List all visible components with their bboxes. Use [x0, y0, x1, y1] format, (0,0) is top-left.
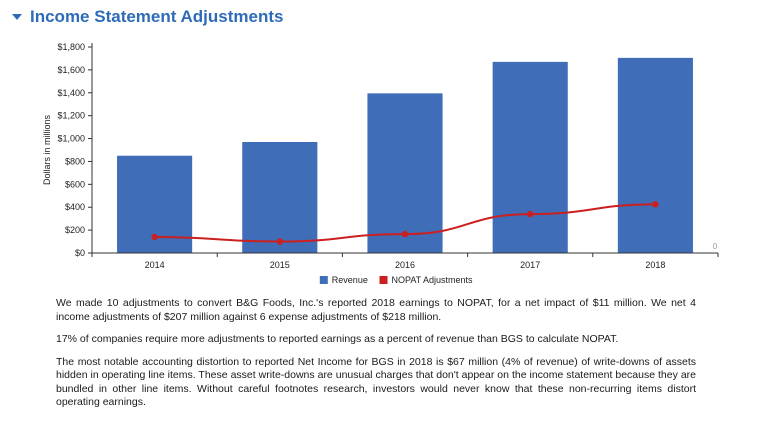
bar-revenue — [617, 57, 693, 253]
y-tick-label: $1,800 — [57, 42, 85, 52]
x-tick-label: 2015 — [270, 260, 290, 270]
y-tick-label: $200 — [65, 225, 85, 235]
section-title: Income Statement Adjustments — [30, 7, 284, 26]
paragraph-adjustments-summary: We made 10 adjustments to convert B&G Fo… — [56, 297, 696, 323]
point-nopat-adjustments — [276, 238, 283, 245]
x-tick-label: 2018 — [645, 260, 665, 270]
legend-swatch — [379, 276, 388, 284]
y-axis-title: Dollars in millions — [42, 114, 52, 185]
legend-swatch — [319, 276, 328, 284]
paragraph-peer-comparison: 17% of companies require more adjustment… — [56, 333, 619, 345]
x-tick-label: 2017 — [520, 260, 540, 270]
chart-annotation: 0 — [713, 242, 718, 251]
bar-revenue — [492, 61, 568, 253]
x-tick-label: 2016 — [395, 260, 415, 270]
legend-label: NOPAT Adjustments — [392, 275, 474, 285]
y-tick-label: $0 — [75, 248, 85, 258]
point-nopat-adjustments — [401, 230, 409, 238]
point-nopat-adjustments — [527, 210, 534, 218]
paragraph-notable-distortion: The most notable accounting distortion t… — [56, 355, 696, 409]
y-tick-label: $800 — [65, 156, 85, 166]
y-tick-label: $400 — [65, 202, 85, 212]
income-adjustments-chart: $0 $200 $400 $600 $800 $1,000 $1,200 $1,400 $1,6… — [42, 42, 719, 285]
y-tick-label: $1,600 — [57, 65, 85, 75]
point-nopat-adjustments — [652, 201, 659, 208]
y-tick-label: $1,200 — [57, 111, 85, 121]
bar-revenue — [367, 93, 443, 253]
y-tick-label: $1,400 — [57, 88, 85, 98]
commentary: We made 10 adjustments to convert B&G Fo… — [56, 297, 696, 419]
bar-revenue — [242, 141, 318, 253]
caret-down-icon — [12, 14, 22, 20]
point-nopat-adjustments — [151, 233, 158, 241]
legend-label: Revenue — [332, 275, 368, 285]
y-tick-label: $1,000 — [57, 134, 85, 144]
x-tick-label: 2014 — [145, 260, 165, 270]
y-tick-label: $600 — [65, 179, 85, 189]
section-header-toggle[interactable]: Income Statement Adjustments — [12, 4, 283, 30]
